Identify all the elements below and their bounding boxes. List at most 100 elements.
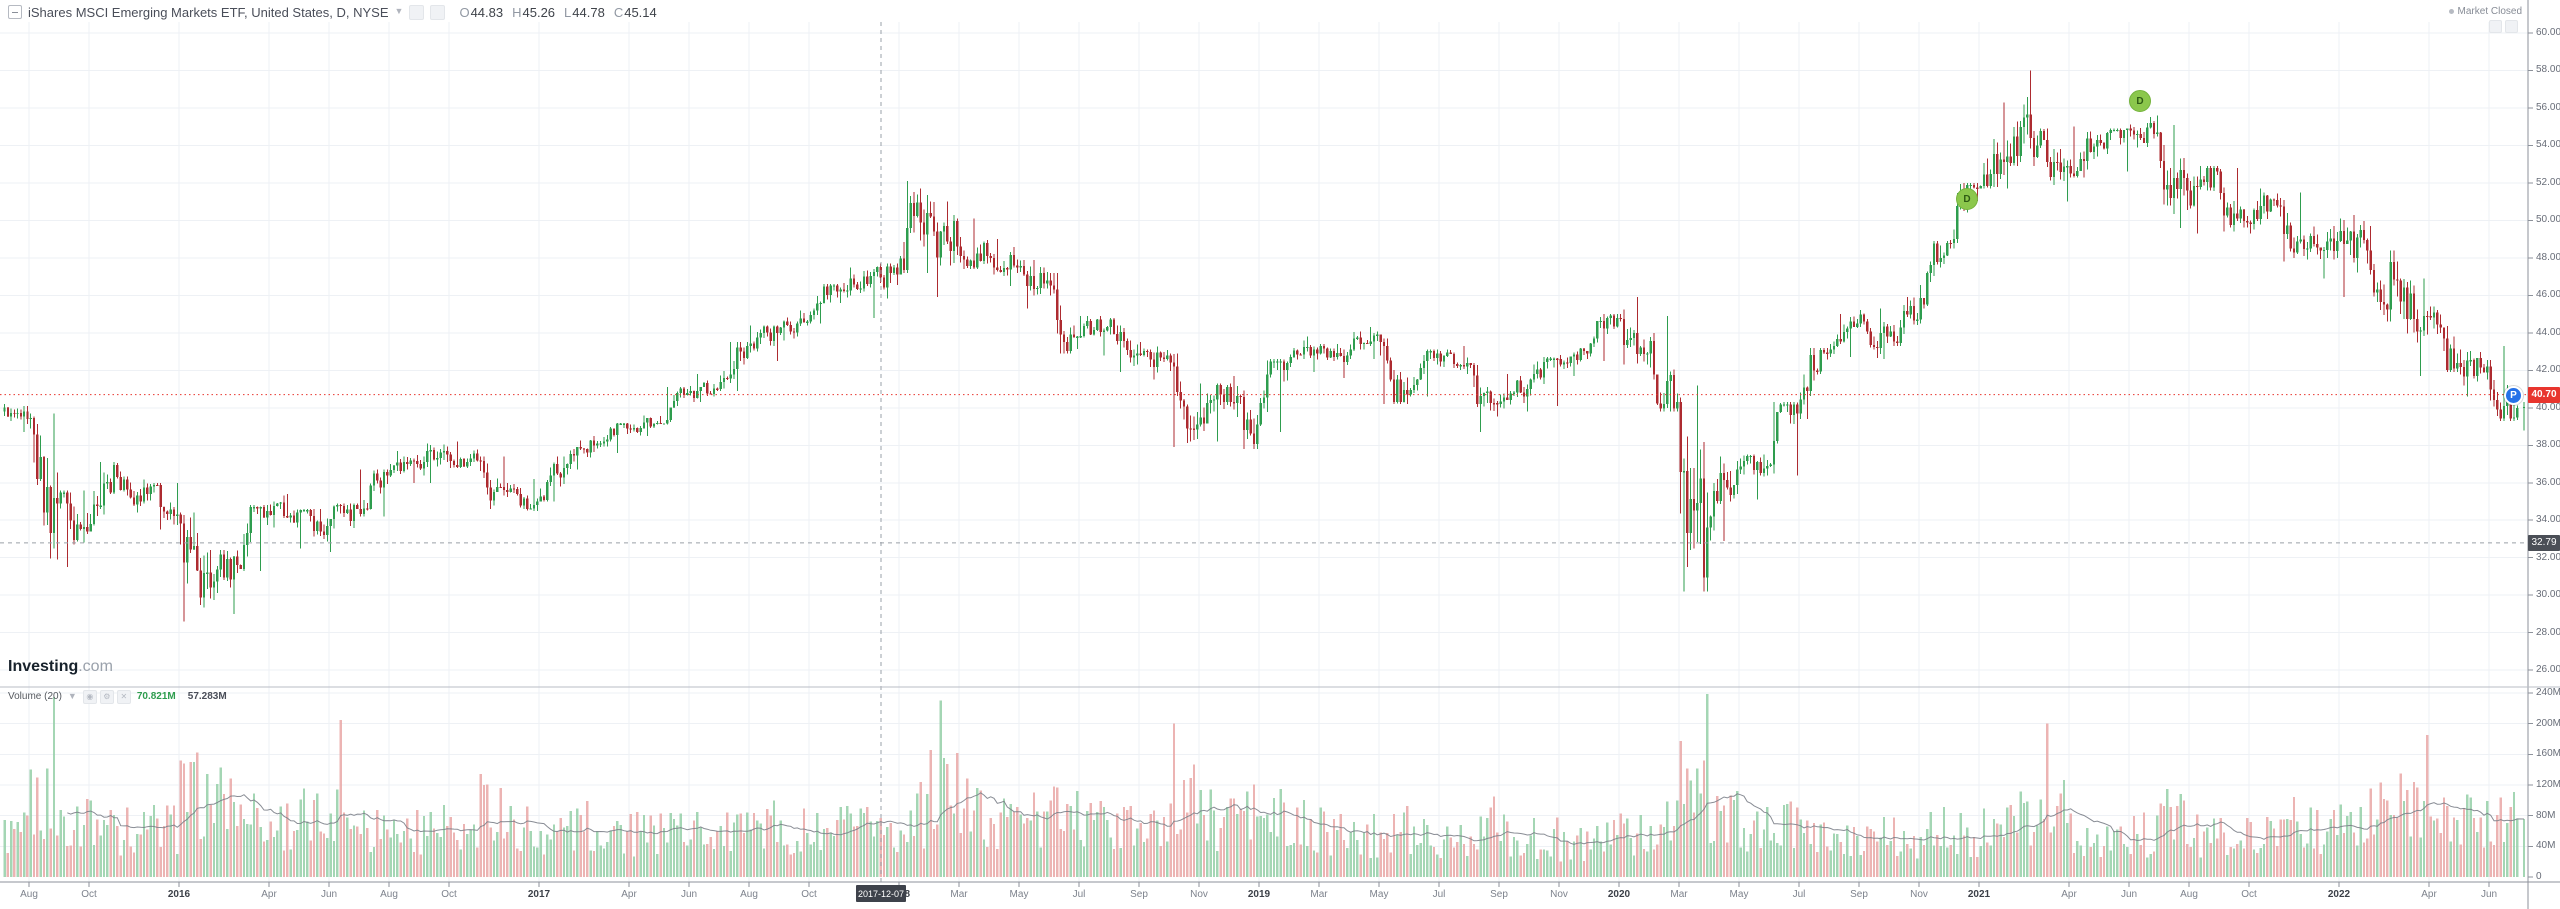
investing-logo-suffix: .com <box>78 658 113 675</box>
ohlc-o-value: O44.83 <box>459 4 504 20</box>
chevron-down-icon[interactable]: ▼ <box>67 690 77 701</box>
crosshair-layer <box>0 22 2528 882</box>
time-month-label: Aug <box>380 889 398 900</box>
dividend-marker[interactable]: D <box>2129 90 2151 112</box>
crosshair-price-badge: 32.79 <box>2528 534 2560 551</box>
market-status-dot-icon <box>2448 9 2454 14</box>
price-tick-label: 28.00 <box>2536 626 2560 638</box>
last-price-badge: 40.70 <box>2528 386 2560 403</box>
price-tick-label: 58.00 <box>2536 64 2560 76</box>
price-tick-label: 38.00 <box>2536 439 2560 451</box>
time-month-label: Mar <box>1670 889 1688 900</box>
price-tick-label: 52.00 <box>2536 176 2560 188</box>
pane-controls <box>2489 20 2518 33</box>
volume-indicator-label[interactable]: Volume (20) <box>8 691 62 702</box>
volume-ma-value: 57.283M <box>187 691 227 702</box>
volume-ma-line <box>67 792 2525 845</box>
investing-logo: Investing.com <box>8 658 113 676</box>
price-tick-label: 26.00 <box>2536 664 2560 676</box>
market-status-label: Market Closed <box>2457 6 2522 17</box>
collapse-legend-icon[interactable] <box>8 5 22 19</box>
volume-tick-label: 0 <box>2536 871 2542 882</box>
time-month-label: Jul <box>1792 889 1806 900</box>
volume-tick-label: 120M <box>2536 779 2560 790</box>
time-month-label: May <box>1729 889 1749 900</box>
time-month-label: Oct <box>801 889 817 900</box>
indicator-settings-icon[interactable]: ⚙ <box>99 689 114 704</box>
time-month-label: Apr <box>2421 889 2437 900</box>
price-tick-label: 42.00 <box>2536 364 2560 376</box>
volume-tick-label: 200M <box>2536 717 2560 729</box>
time-year-label: 2020 <box>1607 889 1631 900</box>
volume-tick-label: 240M <box>2536 687 2560 698</box>
price-tick-label: 60.00 <box>2536 27 2560 38</box>
indicator-delete-icon[interactable]: ✕ <box>116 689 131 704</box>
legend-quick-action-icon[interactable] <box>409 4 425 20</box>
volume-tick-label: 80M <box>2536 809 2556 821</box>
time-month-label: Nov <box>1190 889 1208 900</box>
time-year-label: 2016 <box>167 889 191 900</box>
chevron-down-icon[interactable]: ▼ <box>394 6 404 16</box>
pane-control-icon[interactable] <box>2489 20 2502 33</box>
chart-legend-header: iShares MSCI Emerging Markets ETF, Unite… <box>8 4 657 20</box>
volume-indicator-header: Volume (20) ▼ ◉ ⚙ ✕ 70.821M 57.283M <box>8 689 227 704</box>
volume-tick-label: 40M <box>2536 840 2556 852</box>
investing-logo-main: Investing <box>8 658 79 675</box>
ohlc-c-value: C45.14 <box>613 4 657 20</box>
time-month-label: Jun <box>2480 889 2498 900</box>
market-status: Market Closed <box>2448 6 2522 17</box>
time-month-label: Jul <box>1432 889 1446 900</box>
price-tick-label: 48.00 <box>2536 251 2560 263</box>
price-tick-label: 54.00 <box>2536 139 2560 151</box>
time-month-label: Apr <box>261 889 277 900</box>
legend-quick-action-icon[interactable] <box>430 4 446 20</box>
time-month-label: Sep <box>1490 889 1508 900</box>
time-month-label: Sep <box>1850 889 1868 900</box>
indicator-actions: ◉ ⚙ ✕ <box>82 689 131 704</box>
time-month-label: Nov <box>1910 889 1928 900</box>
time-year-label: 2019 <box>1247 889 1271 900</box>
price-tick-label: 34.00 <box>2536 514 2560 526</box>
time-year-label: 2017 <box>527 889 551 900</box>
time-month-label: Aug <box>20 889 38 900</box>
price-tick-label: 30.00 <box>2536 589 2560 601</box>
grid-layer <box>0 22 2528 882</box>
price-tick-label: 36.00 <box>2536 476 2560 488</box>
time-month-label: Jun <box>320 889 338 900</box>
time-month-label: Mar <box>950 889 968 900</box>
time-month-label: Aug <box>740 889 758 900</box>
time-month-label: Oct <box>81 889 97 900</box>
time-month-label: Aug <box>2180 889 2198 900</box>
volume-current-value: 70.821M <box>136 691 176 702</box>
candles-layer <box>3 70 2526 622</box>
price-tick-label: 32.00 <box>2536 551 2560 563</box>
time-month-label: Nov <box>1550 889 1568 900</box>
time-month-label: Jun <box>680 889 698 900</box>
time-month-label: Apr <box>2061 889 2077 900</box>
price-tick-label: 44.00 <box>2536 326 2560 338</box>
time-month-label: Oct <box>2241 889 2257 900</box>
price-tick-label: 50.00 <box>2536 214 2560 226</box>
time-year-label: 2022 <box>2327 889 2351 900</box>
ohlc-values: O44.83 H45.26 L44.78 C45.14 <box>459 5 656 20</box>
time-month-label: Oct <box>441 889 457 900</box>
price-tick-label: 46.00 <box>2536 289 2560 301</box>
time-month-label: Jun <box>2120 889 2138 900</box>
pane-control-icon[interactable] <box>2505 20 2518 33</box>
symbol-title[interactable]: iShares MSCI Emerging Markets ETF, Unite… <box>28 4 389 20</box>
ohlc-h-value: H45.26 <box>512 4 556 20</box>
time-month-label: May <box>1009 889 1029 900</box>
price-tick-label: 40.00 <box>2536 401 2560 413</box>
time-year-label: 2021 <box>1967 889 1991 900</box>
dividend-marker[interactable]: D <box>1956 188 1978 210</box>
last-bar-marker[interactable]: P <box>2504 386 2523 405</box>
crosshair-date-badge: 2017-12-07 <box>856 885 906 902</box>
ohlc-l-value: L44.78 <box>564 4 605 20</box>
time-month-label: Jul <box>1072 889 1086 900</box>
time-month-label: May <box>1369 889 1389 900</box>
indicator-eye-icon[interactable]: ◉ <box>82 689 97 704</box>
time-month-label: Apr <box>621 889 637 900</box>
